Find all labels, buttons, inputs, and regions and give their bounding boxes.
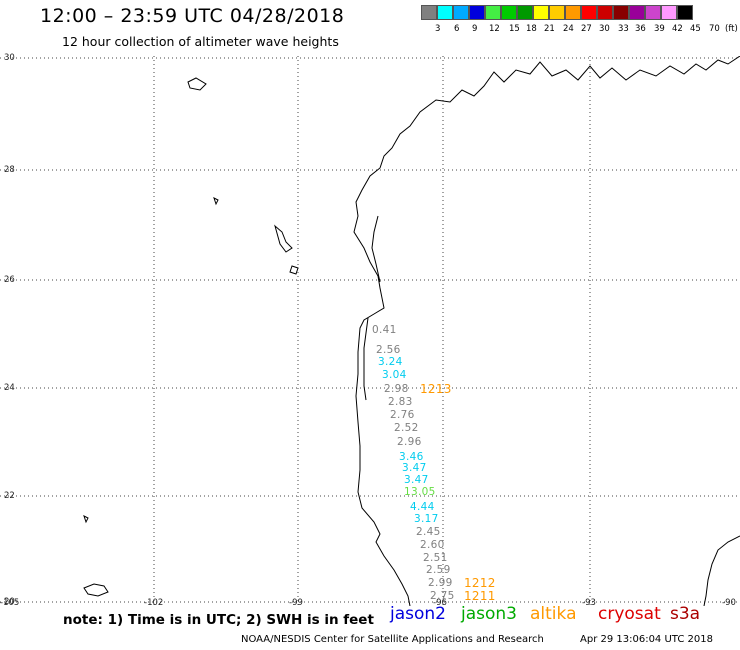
coastline (83, 56, 740, 606)
legend-swatch (629, 5, 645, 20)
legend-swatches (421, 5, 740, 20)
wave-height-value: 2.75 (430, 590, 455, 602)
wave-height-value: 2.76 (390, 409, 415, 421)
map-canvas (0, 56, 740, 606)
latitude-label: 24 (4, 383, 15, 393)
small-lake-d (289, 265, 299, 275)
legend-swatch (597, 5, 613, 20)
page-title: 12:00 – 23:59 UTC 04/28/2018 (40, 5, 345, 27)
legend-swatch (677, 5, 693, 20)
legend-tick-label: 21 (544, 24, 555, 34)
mission-label: altika (530, 604, 577, 624)
wave-height-value: 13.05 (404, 486, 436, 498)
legend-swatch (453, 5, 469, 20)
lake-island-b (274, 224, 293, 253)
longitude-label: -102 (144, 598, 164, 608)
wave-height-value: 4.44 (410, 501, 435, 513)
legend-tick-label: 27 (581, 24, 592, 34)
pass-time-label: 1211 (464, 589, 496, 603)
legend-tick-label: 70 (709, 24, 720, 34)
mission-label: s3a (670, 604, 701, 624)
legend-tick-label: 24 (563, 24, 574, 34)
legend-swatch (469, 5, 485, 20)
legend-tick-label: 45 (690, 24, 701, 34)
legend-swatch (533, 5, 549, 20)
legend-swatch (421, 5, 437, 20)
legend-swatch (613, 5, 629, 20)
legend-swatch (565, 5, 581, 20)
mission-label: jason2 (390, 604, 446, 624)
legend-tick-label: 15 (509, 24, 520, 34)
latitude-label: 26 (4, 275, 15, 285)
mission-label: jason3 (461, 604, 517, 624)
small-lake-e (213, 197, 219, 206)
wave-height-value: 2.59 (426, 564, 451, 576)
lake-island-c (83, 583, 109, 597)
laguna-madre-island (363, 317, 369, 401)
legend-swatch (501, 5, 517, 20)
wave-height-value: 3.46 (399, 451, 424, 463)
map-panel: 30 28 26 24 22 20 -105 -102 -99 -96 -93 -90 0.41 2.… (0, 53, 740, 608)
latitude-label: 22 (4, 491, 15, 501)
note-text: note: 1) Time is in UTC; 2) SWH is in fe… (63, 612, 374, 628)
wave-height-value: 3.24 (378, 356, 403, 368)
legend-swatch (437, 5, 453, 20)
wave-height-value: 3.17 (414, 513, 439, 525)
wave-height-value: 2.51 (423, 552, 448, 564)
legend-swatch (485, 5, 501, 20)
barrier-island (371, 215, 381, 283)
wave-height-value: 3.04 (382, 369, 407, 381)
wave-height-value: 2.96 (397, 436, 422, 448)
wave-height-value: 2.98 (384, 383, 409, 395)
yucatan-coast (703, 535, 740, 606)
latitude-label: 28 (4, 165, 15, 175)
longitude-label: -99 (289, 598, 303, 608)
legend-tick-label: 36 (635, 24, 646, 34)
small-lake-f (83, 515, 89, 524)
legend-tick-label: 6 (454, 24, 460, 34)
longitude-label: -96 (433, 598, 447, 608)
pass-time-label: 1213 (420, 382, 452, 396)
graticule-grid (0, 56, 740, 606)
legend-tick-label: 9 (472, 24, 478, 34)
wave-height-value: 0.41 (372, 324, 397, 336)
wave-height-value: 2.56 (376, 344, 401, 356)
wave-height-value: 3.47 (404, 474, 429, 486)
mission-label: cryosat (598, 604, 661, 624)
pass-time-label: 1212 (464, 576, 496, 590)
legend-tick-label: 12 (489, 24, 500, 34)
longitude-label: -93 (582, 598, 596, 608)
color-legend: 3 6 9 12 15 18 21 24 27 30 33 36 39 42 45 70 (ft) (421, 5, 740, 36)
lake-island-a (187, 77, 207, 91)
gulf-coastline (353, 56, 740, 606)
legend-swatch (549, 5, 565, 20)
legend-tick-label: 30 (599, 24, 610, 34)
legend-swatch (645, 5, 661, 20)
latitude-label: 20 (4, 597, 15, 607)
latitude-label: 30 (4, 53, 15, 63)
legend-swatch (517, 5, 533, 20)
legend-tick-label: 42 (672, 24, 683, 34)
legend-unit: (ft) (725, 24, 738, 34)
wave-height-value: 2.99 (428, 577, 453, 589)
wave-height-value: 2.83 (388, 396, 413, 408)
legend-tick-label: 33 (618, 24, 629, 34)
footer-credit: NOAA/NESDIS Center for Satellite Applica… (241, 634, 544, 645)
page-subtitle: 12 hour collection of altimeter wave hei… (62, 34, 339, 49)
wave-height-value: 3.47 (402, 462, 427, 474)
footer-timestamp: Apr 29 13:06:04 UTC 2018 (580, 634, 713, 645)
longitude-label: -105 (0, 598, 20, 608)
longitude-label: -90 (722, 598, 736, 608)
legend-tick-label: 3 (435, 24, 441, 34)
wave-height-value: 2.45 (416, 526, 441, 538)
legend-swatch (661, 5, 677, 20)
legend-labels: 3 6 9 12 15 18 21 24 27 30 33 36 39 42 45 70 (ft) (421, 24, 740, 36)
wave-height-value: 2.52 (394, 422, 419, 434)
legend-swatch (581, 5, 597, 20)
legend-tick-label: 18 (526, 24, 537, 34)
legend-tick-label: 39 (654, 24, 665, 34)
wave-height-value: 2.60 (420, 539, 445, 551)
